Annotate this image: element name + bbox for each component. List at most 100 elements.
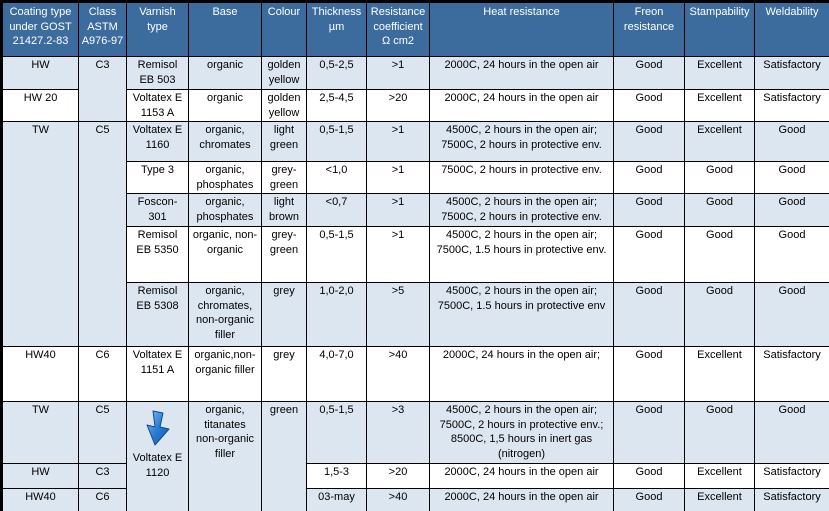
cell-stampability: Good [684,193,755,227]
cell-stampability: Good [684,226,755,283]
table-row: HW C3 1,5-3 >20 2000C, 24 hours in the o… [1,463,829,489]
cell-colour: grey-green [261,226,307,283]
cell-class: C3 [78,56,127,122]
cell-colour: light green [261,121,307,162]
cell-colour: grey [261,282,307,347]
cell-weldability: Good [754,121,829,162]
cell-varnish: Remisol EB 5308 [126,282,189,347]
col-header-stampability: Stampability [684,1,755,57]
cell-heat: 4500C, 2 hours in the open air; 7500C, 2… [429,193,614,227]
cell-coating: HW40 [1,346,79,402]
cell-resistance: >40 [366,346,430,402]
cell-resistance: >20 [366,463,430,489]
cell-thickness: 0,5-2,5 [306,56,367,90]
cell-freon: Good [613,193,685,227]
cell-stampability: Excellent [684,463,755,489]
cell-resistance: >1 [366,226,430,283]
cell-heat: 4500C, 2 hours in the open air; 7500C, 2… [429,121,614,162]
cell-weldability: Satisfactory [754,346,829,402]
table-row: Type 3 organic, phosphates grey-green <1… [2,161,829,194]
cell-weldability: Satisfactory [754,56,829,90]
cell-resistance: >1 [366,193,430,227]
cell-weldability: Satisfactory [754,89,829,122]
cell-class: C6 [78,488,127,511]
col-header-base: Base [188,1,262,57]
cell-varnish: Type 3 [126,161,189,194]
table-row: HW C3 Remisol EB 503 organic golden yell… [1,56,829,122]
cell-heat: 2000C, 24 hours in the open air [429,89,614,122]
cell-base: organic, non-organic [188,226,262,283]
cell-freon: Good [613,121,685,162]
cell-colour: light brown [261,193,307,227]
cell-stampability: Excellent [684,488,755,511]
cell-freon: Good [613,346,685,402]
cell-coating: HW 20 [1,89,79,122]
cell-coating: HW [1,463,79,489]
table-row: HW40 C6 Voltatex E 1151 A organic,non-or… [1,346,829,402]
table-row: HW 20 Voltatex E 1153 A organic golden y… [1,89,829,122]
cell-freon: Good [613,488,685,511]
cell-resistance: >40 [366,488,430,511]
cell-colour: grey [261,346,307,402]
cell-varnish: Voltatex E 1153 A [126,89,189,122]
cell-heat: 7500C, 2 hours in protective env. [429,161,614,194]
varnish-label: Voltatex E 1120 [132,452,183,479]
cell-resistance: >20 [366,89,430,122]
cell-base: organic, phosphates [188,161,262,194]
table-row: TW C5 Voltatex E 1120 organic, titanates… [1,401,829,511]
cell-weldability: Good [754,401,829,464]
cell-heat: 2000C, 24 hours in the open air; [429,346,614,402]
cell-weldability: Satisfactory [754,488,829,511]
cell-heat: 2000C, 24 hours in the open air [429,488,614,511]
cell-thickness: 1,5-3 [306,463,367,489]
cell-resistance: >1 [366,161,430,194]
col-header-colour: Colour [261,1,307,57]
down-arrow-icon [146,410,169,446]
table-row: TW C5 Voltatex E 1160 organic, chromates… [1,121,829,347]
cell-resistance: >3 [366,401,430,464]
cell-stampability: Excellent [684,121,755,162]
cell-coating: HW [1,56,79,90]
cell-weldability: Good [754,193,829,227]
col-header-thickness: Thickness µm [306,1,367,57]
cell-base: organic, chromates, non-organic filler [188,282,262,347]
cell-base: organic,non-organic filler [188,346,262,402]
cell-thickness: 03-may [306,488,367,511]
cell-base: organic, chromates [188,121,262,162]
col-header-weldability: Weldability [754,1,829,57]
cell-stampability: Excellent [684,56,755,90]
table-row: Remisol EB 5308 organic, chromates, non-… [2,282,829,347]
cell-thickness: <1,0 [306,161,367,194]
cell-varnish: Voltatex E 1151 A [126,346,189,402]
cell-thickness: 4,0-7,0 [306,346,367,402]
cell-thickness: 2,5-4,5 [306,89,367,122]
cell-heat: 2000C, 24 hours in the open air [429,56,614,90]
col-header-resistance-coefficient: Resistance coefficient Ω cm2 [366,1,430,57]
cell-stampability: Excellent [684,346,755,402]
cell-base: organic [188,89,262,122]
cell-freon: Good [613,89,685,122]
table-row: Foscon-301 organic, phosphates light bro… [2,193,829,227]
cell-coating: TW [1,121,79,347]
cell-class: C6 [78,346,127,402]
cell-varnish: Voltatex E 1120 [126,401,189,511]
cell-freon: Good [613,463,685,489]
cell-colour: golden yellow [261,56,307,90]
cell-class: C5 [78,121,127,347]
cell-freon: Good [613,401,685,464]
cell-heat: 4500C, 2 hours in the open air; 7500C, 1… [429,282,614,347]
cell-coating: HW40 [1,488,79,511]
cell-stampability: Good [684,401,755,464]
cell-colour: green [261,401,307,511]
cell-resistance: >1 [366,121,430,162]
cell-base: organic, titanates non-organic filler [188,401,262,511]
cell-stampability: Good [684,282,755,347]
cell-base: organic, phosphates [188,193,262,227]
cell-varnish: Remisol EB 503 [126,56,189,90]
cell-heat: 2000C, 24 hours in the open air [429,463,614,489]
table-row: Remisol EB 5350 organic, non-organic gre… [2,226,829,283]
cell-colour: golden yellow [261,89,307,122]
cell-weldability: Good [754,161,829,194]
header-row: Coating type under GOST 21427.2-83 Class… [1,1,829,57]
cell-thickness: 0,5-1,5 [306,401,367,464]
